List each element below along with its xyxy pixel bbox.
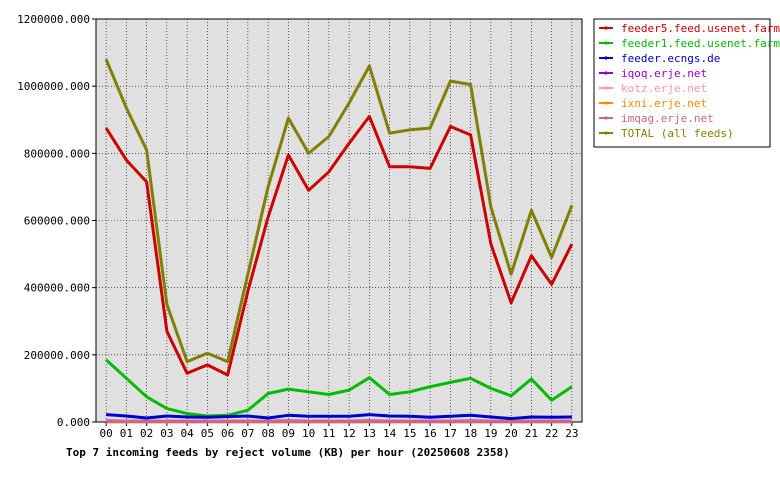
x-tick-label: 19 [484,427,497,440]
x-tick-label: 23 [565,427,578,440]
x-tick-label: 08 [262,427,275,440]
x-axis: 00 01 02 03 04 05 06 07 08 09 10 11 12 13 14 15 16 17 18 19… [100,422,579,440]
y-tick-label: 200000.000 [24,349,90,362]
x-tick-label: 00 [100,427,113,440]
legend-label: imqag.erje.net [621,112,714,125]
y-tick-label: 400000.000 [24,282,90,295]
legend-marker [604,56,608,60]
legend-marker [604,71,608,75]
x-tick-label: 07 [241,427,254,440]
legend: feeder5.feed.usenet.farm feeder1.feed.use… [593,18,780,148]
legend-marker [604,26,608,30]
legend-label: kotz.erje.net [621,82,707,95]
chart-title: Top 7 incoming feeds by reject volume (K… [66,446,510,459]
x-tick-label: 01 [120,427,133,440]
x-tick-label: 11 [322,427,335,440]
x-tick-label: 18 [464,427,477,440]
legend-label: feeder1.feed.usenet.farm [621,37,780,50]
legend-marker [604,116,608,120]
x-tick-label: 16 [424,427,437,440]
x-tick-label: 10 [302,427,315,440]
y-tick-label: 0.000 [57,416,90,429]
legend-marker [604,131,608,135]
series-line-0 [104,114,574,377]
x-tick-label: 22 [545,427,558,440]
x-tick-label: 12 [343,427,356,440]
x-tick-label: 09 [282,427,295,440]
y-tick-label: 800000.000 [24,147,90,160]
x-tick-label: 13 [363,427,376,440]
y-tick-label: 1200000.000 [17,13,90,26]
x-tick-label: 17 [444,427,457,440]
x-tick-label: 05 [201,427,214,440]
x-tick-label: 20 [505,427,518,440]
legend-box [593,18,771,148]
legend-marker [604,86,608,90]
x-tick-label: 21 [525,427,538,440]
y-tick-label: 600000.000 [24,215,90,228]
legend-marker [604,101,608,105]
series-line-7 [104,58,574,364]
x-tick-label: 14 [383,427,397,440]
series-line-1 [105,358,573,418]
legend-label: iqoq.erje.net [621,67,707,80]
y-axis: 0.000 200000.000 400000.000 600000.000 80000… [17,13,96,429]
legend-label: TOTAL (all feeds) [621,127,734,140]
legend-label: feeder5.feed.usenet.farm [621,22,780,35]
series-line-2 [105,413,572,421]
x-tick-label: 03 [160,427,173,440]
x-tick-label: 15 [403,427,416,440]
legend-marker [604,41,608,45]
legend-label: feeder.ecngs.de [621,52,720,65]
x-tick-label: 02 [140,427,153,440]
x-tick-label: 04 [181,427,195,440]
x-tick-label: 06 [221,427,234,440]
y-tick-label: 1000000.000 [17,80,90,93]
legend-label: ixni.erje.net [621,97,707,110]
series-lines [104,58,574,424]
